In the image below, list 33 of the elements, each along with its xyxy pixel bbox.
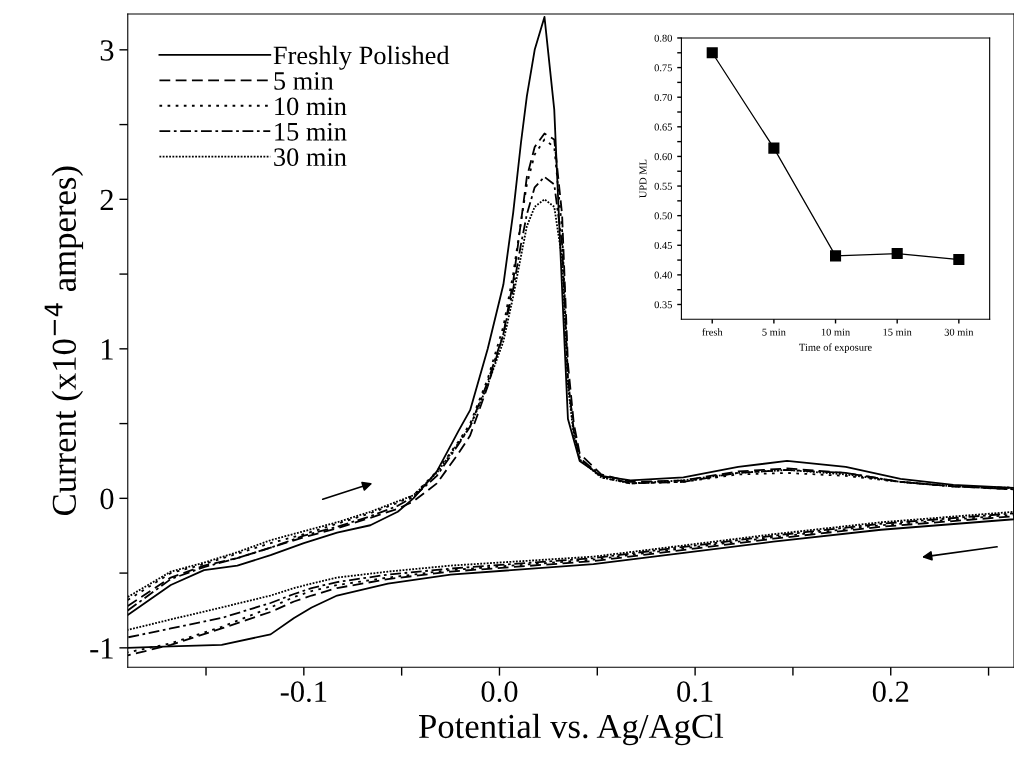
legend-label: 15 min: [275, 122, 347, 141]
x-tick-label: fresh: [702, 328, 723, 336]
x-axis-title: Potential vs. Ag/AgCl: [418, 713, 724, 746]
y-tick-label: 0.60: [654, 153, 672, 161]
y-tick-label: 1: [101, 339, 113, 360]
x-tick-label: 5 min: [762, 328, 786, 336]
y-tick-label: 0.65: [654, 123, 672, 131]
y-tick-label: 2: [100, 189, 113, 210]
x-axis-title: Time of exposure: [799, 343, 872, 353]
y-tick-label: 0.50: [654, 212, 672, 220]
y-axis-title: UPD ML: [639, 159, 647, 198]
x-tick-label: 15 min: [883, 328, 912, 336]
x-tick-label: 30 min: [944, 328, 974, 336]
x-tick-label: 0.2: [872, 681, 909, 703]
x-tick-label: 0.1: [677, 681, 713, 703]
y-tick-label: -1: [90, 638, 113, 659]
legend-label: 30 min: [274, 148, 347, 167]
y-tick-label: 0.75: [654, 64, 672, 72]
legend-label: 5 min: [274, 72, 334, 90]
x-tick-label: 0.0: [481, 681, 518, 703]
y-tick-label: 0.35: [654, 301, 672, 309]
y-tick-label: 0.80: [654, 34, 672, 42]
legend-label: Freshly Polished: [273, 45, 450, 70]
y-tick-label: 0.45: [654, 241, 672, 250]
y-axis-title: Current (x10$^{−4}$ amperes): [44, 166, 84, 516]
y-tick-label: 3: [100, 40, 114, 61]
y-tick-label: 0.70: [654, 93, 672, 101]
x-tick-label: -0.1: [280, 681, 327, 703]
y-tick-label: 0.55: [654, 182, 672, 190]
x-tick-label: 10 min: [821, 328, 850, 336]
legend-label: 10 min: [275, 97, 347, 116]
y-tick-label: 0: [100, 488, 114, 510]
y-tick-label: 0.40: [654, 271, 672, 279]
